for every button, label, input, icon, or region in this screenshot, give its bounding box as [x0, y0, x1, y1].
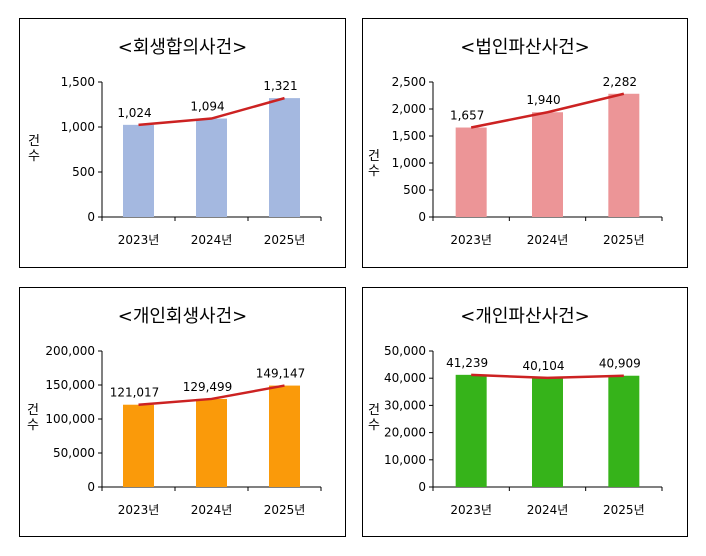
y-axis-label: 건수 — [368, 403, 380, 433]
bar — [608, 93, 640, 217]
y-axis-label: 건수 — [27, 403, 39, 433]
data-label: 2,282 — [603, 75, 637, 89]
y-tick-label: 0 — [87, 480, 95, 494]
bar — [196, 118, 227, 217]
y-tick-label: 150,000 — [45, 378, 95, 392]
data-label: 1,321 — [263, 79, 297, 93]
bar — [455, 127, 487, 217]
x-tick-label: 2025년 — [264, 233, 306, 247]
y-tick-label: 200,000 — [45, 344, 95, 358]
x-tick-label: 2024년 — [191, 233, 233, 247]
bar — [123, 404, 154, 487]
x-tick-label: 2023년 — [118, 503, 160, 517]
bar — [532, 112, 563, 217]
chart-title: <개인파산사건> — [460, 306, 590, 327]
x-tick-label: 2023년 — [118, 233, 160, 247]
y-tick-label: 100,000 — [45, 412, 95, 426]
bar — [532, 377, 563, 487]
data-label: 121,017 — [110, 386, 160, 400]
x-tick-label: 2024년 — [527, 503, 569, 517]
y-tick-label: 50,000 — [53, 446, 95, 460]
chart-panel-personal-rehab: <개인회생사건> 건수 0 50,000 100,000 150,000 200,000… — [19, 287, 346, 537]
y-tick-label: 30,000 — [384, 398, 426, 412]
data-label: 1,094 — [190, 100, 224, 114]
bar — [455, 374, 487, 487]
y-tick-label: 10,000 — [384, 453, 426, 467]
x-tick-label: 2023년 — [450, 503, 492, 517]
y-axis-label: 건수 — [28, 134, 40, 164]
y-tick-label: 2,500 — [392, 75, 426, 89]
data-label: 1,024 — [117, 106, 151, 120]
y-tick-label: 1,500 — [61, 75, 95, 89]
y-tick-label: 1,500 — [392, 129, 426, 143]
x-tick-label: 2025년 — [264, 503, 306, 517]
series-line — [138, 384, 285, 406]
x-tick-label: 2025년 — [603, 503, 645, 517]
data-label: 41,239 — [446, 356, 488, 370]
data-label: 40,104 — [523, 359, 565, 373]
chart-title: <회생합의사건> — [117, 37, 248, 58]
data-label: 1,657 — [450, 109, 484, 123]
data-label: 149,147 — [256, 367, 306, 381]
y-axis-label: 건수 — [368, 149, 380, 179]
x-tick-label: 2025년 — [603, 233, 645, 247]
chart-plot: 0 500 1,000 1,500 1,024 1,094 1,321 2023년 2024년 2… — [61, 75, 322, 247]
series-line — [470, 92, 625, 129]
chart-plot: 0 10,000 20,000 30,000 40,000 50,000 41,239 40,… — [384, 344, 663, 517]
y-tick-label: 0 — [418, 210, 426, 224]
bar — [196, 398, 227, 487]
y-tick-label: 1,000 — [61, 120, 95, 134]
data-label: 1,940 — [526, 93, 560, 107]
y-tick-label: 0 — [418, 480, 426, 494]
chart-panel-rehab-agreement: <회생합의사건> 건수 0 500 1,000 1,500 1,024 1,094 1,32… — [19, 18, 346, 268]
y-tick-label: 20,000 — [384, 426, 426, 440]
bar — [123, 124, 154, 217]
chart-panel-corporate-bankruptcy: <법인파산사건> 건수 0 500 1,000 1,500 2,000 2,500 1,65… — [362, 18, 688, 268]
y-tick-label: 50,000 — [384, 344, 426, 358]
bar — [608, 375, 640, 487]
x-tick-label: 2024년 — [191, 503, 233, 517]
chart-plot: 0 500 1,000 1,500 2,000 2,500 1,657 1,940 2,282 2… — [392, 75, 663, 247]
y-tick-label: 0 — [87, 210, 95, 224]
y-tick-label: 1,000 — [392, 156, 426, 170]
y-tick-label: 500 — [403, 183, 426, 197]
data-label: 129,499 — [183, 380, 233, 394]
chart-title: <개인회생사건> — [117, 306, 248, 327]
y-tick-label: 2,000 — [392, 102, 426, 116]
x-tick-label: 2024년 — [527, 233, 569, 247]
x-tick-label: 2023년 — [450, 233, 492, 247]
bar — [269, 98, 300, 217]
chart-plot: 0 50,000 100,000 150,000 200,000 121,017 129,4… — [45, 344, 322, 517]
series-line — [471, 373, 624, 380]
bar — [269, 385, 300, 487]
series-line — [138, 96, 285, 127]
chart-panel-personal-bankruptcy: <개인파산사건> 건수 0 10,000 20,000 30,000 40,000 50,… — [362, 287, 688, 537]
data-label: 40,909 — [599, 357, 641, 371]
chart-title: <법인파산사건> — [460, 37, 590, 58]
y-tick-label: 40,000 — [384, 371, 426, 385]
y-tick-label: 500 — [72, 165, 95, 179]
